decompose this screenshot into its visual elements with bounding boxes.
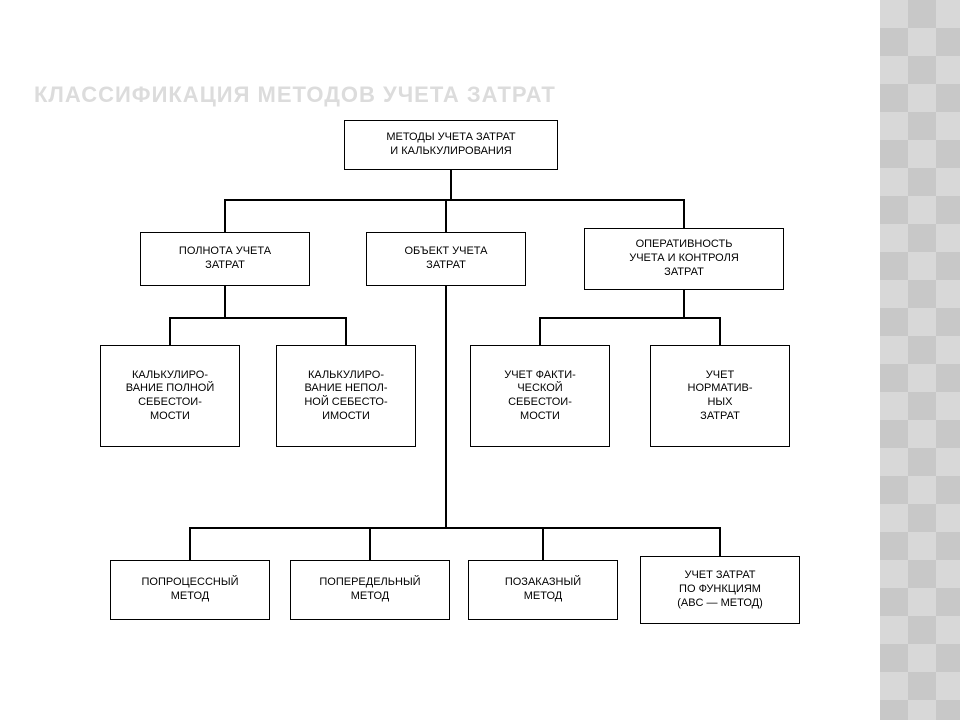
flowchart-edge [719,528,721,556]
flowchart-node-c3: ОПЕРАТИВНОСТЬУЧЕТА И КОНТРОЛЯЗАТРАТ [584,228,784,290]
flowchart-node-l4: УЧЕТНОРМАТИВ-НЫХЗАТРАТ [650,345,790,447]
flowchart-edge [683,290,685,318]
flowchart-edge [169,318,171,345]
flowchart-edge [445,200,447,232]
flowchart-edge [542,528,544,560]
flowchart-edge [450,199,685,201]
flowchart-edge [445,527,721,529]
flowchart-edge [345,318,347,345]
flowchart-edge [224,317,347,319]
flowchart-edge [189,528,191,560]
flowchart-node-l1: КАЛЬКУЛИРО-ВАНИЕ ПОЛНОЙСЕБЕСТОИ-МОСТИ [100,345,240,447]
flowchart-node-b2: ПОПЕРЕДЕЛЬНЫЙМЕТОД [290,560,450,620]
flowchart-edge [539,317,685,319]
flowchart-edge [683,317,721,319]
flowchart-node-c2: ОБЪЕКТ УЧЕТАЗАТРАТ [366,232,526,286]
flowchart-node-c1: ПОЛНОТА УЧЕТАЗАТРАТ [140,232,310,286]
flowchart-edge [369,528,371,560]
flowchart-node-root: МЕТОДЫ УЧЕТА ЗАТРАТИ КАЛЬКУЛИРОВАНИЯ [344,120,558,170]
flowchart-node-b4: УЧЕТ ЗАТРАТПО ФУНКЦИЯМ(ABC — МЕТОД) [640,556,800,624]
flowchart-edge [719,318,721,345]
flowchart-edge [450,170,452,200]
diagram-canvas: МЕТОДЫ УЧЕТА ЗАТРАТИ КАЛЬКУЛИРОВАНИЯ ПОЛН… [0,0,880,720]
flowchart-edge [539,318,541,345]
flowchart-node-b1: ПОПРОЦЕССНЫЙМЕТОД [110,560,270,620]
flowchart-edge [224,199,452,201]
flowchart-edge [224,200,226,232]
flowchart-edge [683,200,685,228]
decorative-sidebar [880,0,960,720]
flowchart-edge [445,286,447,528]
flowchart-node-l3: УЧЕТ ФАКТИ-ЧЕСКОЙСЕБЕСТОИ-МОСТИ [470,345,610,447]
flowchart-node-l2: КАЛЬКУЛИРО-ВАНИЕ НЕПОЛ-НОЙ СЕБЕСТО-ИМОСТ… [276,345,416,447]
flowchart-edge [369,527,447,529]
flowchart-edge [224,286,226,318]
flowchart-node-b3: ПОЗАКАЗНЫЙМЕТОД [468,560,618,620]
flowchart-edge [169,317,226,319]
